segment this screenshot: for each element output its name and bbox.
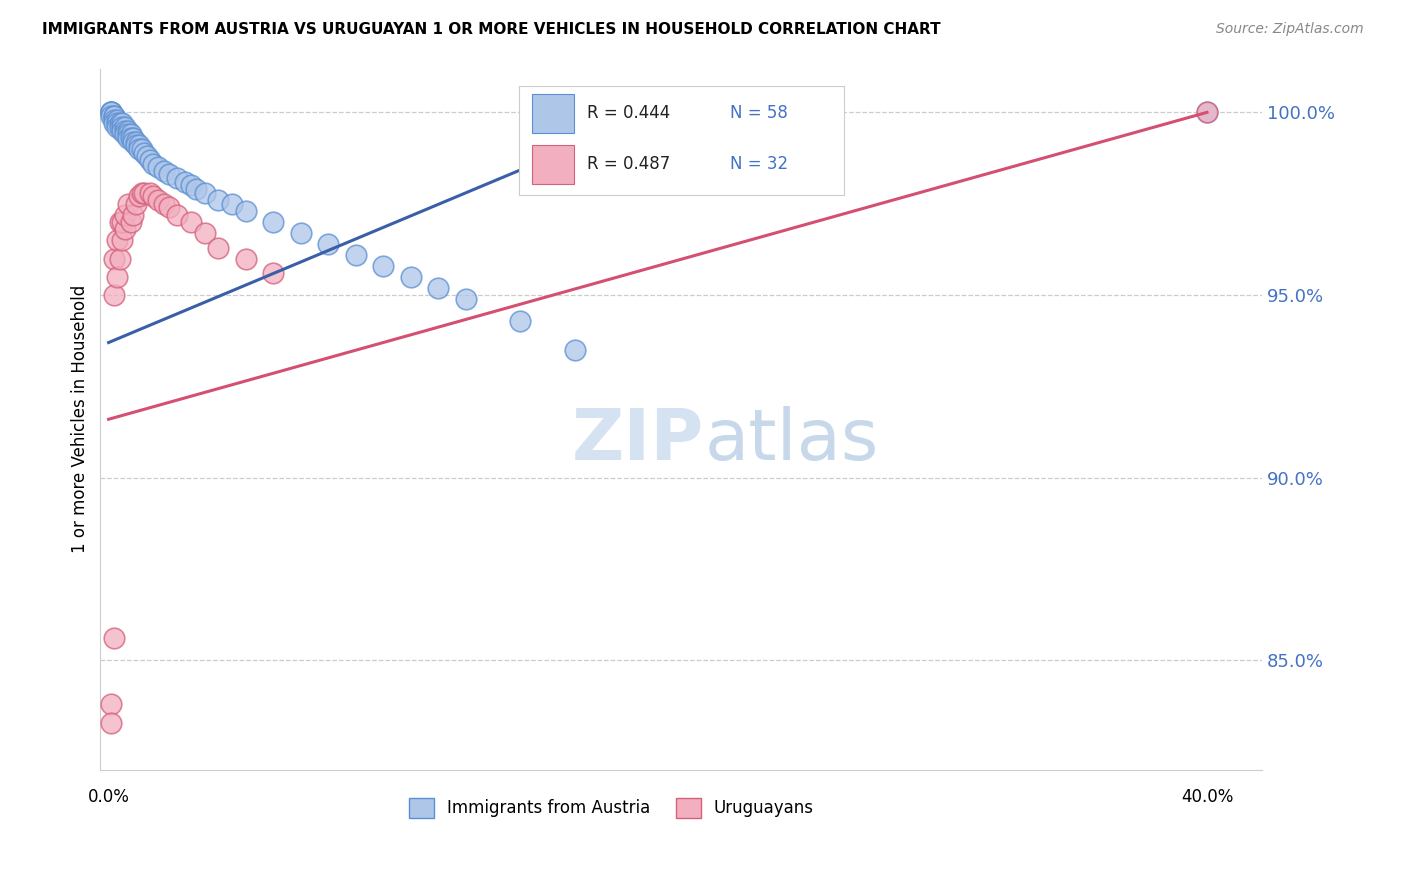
Point [174, 175, 197, 189]
Point [122, 135, 145, 149]
Point [108, 252, 131, 266]
Point [111, 215, 134, 229]
Point [262, 266, 284, 280]
Point [100, 105, 122, 120]
Point [122, 131, 145, 145]
Point [114, 123, 136, 137]
Point [105, 112, 128, 127]
Point [105, 269, 128, 284]
Point [152, 164, 174, 178]
Point [114, 208, 136, 222]
Point [114, 222, 136, 236]
Point [114, 120, 136, 134]
Point [152, 196, 174, 211]
Point [509, 313, 531, 327]
Point [125, 138, 148, 153]
Text: 0.0%: 0.0% [87, 789, 129, 806]
Point [146, 193, 169, 207]
Point [100, 698, 122, 712]
Point [125, 135, 148, 149]
Point [564, 343, 586, 357]
Point [166, 208, 188, 222]
Point [111, 120, 134, 134]
Point [117, 131, 139, 145]
Point [157, 200, 180, 214]
Point [105, 116, 128, 130]
Point [108, 215, 131, 229]
Point [373, 259, 395, 273]
Point [117, 128, 139, 142]
Y-axis label: 1 or more Vehicles in Household: 1 or more Vehicles in Household [72, 285, 89, 553]
Point [221, 196, 243, 211]
Point [105, 120, 128, 134]
Point [141, 189, 163, 203]
Point [122, 208, 145, 222]
Point [128, 138, 150, 153]
Point [100, 109, 122, 123]
Point [103, 109, 125, 123]
Point [207, 193, 229, 207]
Point [427, 281, 450, 295]
Point [344, 248, 367, 262]
Point [131, 142, 153, 156]
Point [157, 168, 180, 182]
Point [111, 116, 134, 130]
Point [134, 145, 156, 160]
Legend: Immigrants from Austria, Uruguayans: Immigrants from Austria, Uruguayans [402, 791, 821, 825]
Point [128, 142, 150, 156]
Point [207, 241, 229, 255]
Point [290, 226, 312, 240]
Point [103, 632, 125, 646]
Point [103, 288, 125, 302]
Point [235, 204, 257, 219]
Point [194, 186, 217, 200]
Point [194, 226, 217, 240]
Point [128, 189, 150, 203]
Point [139, 186, 162, 200]
Point [100, 105, 122, 120]
Point [105, 233, 128, 247]
Point [103, 116, 125, 130]
Point [103, 112, 125, 127]
Point [117, 196, 139, 211]
Point [120, 131, 142, 145]
Point [146, 160, 169, 174]
Point [262, 215, 284, 229]
Point [131, 186, 153, 200]
Point [139, 153, 162, 167]
Text: ZIP: ZIP [572, 406, 704, 475]
Point [180, 215, 202, 229]
Point [114, 128, 136, 142]
Text: Source: ZipAtlas.com: Source: ZipAtlas.com [1216, 22, 1364, 37]
Point [454, 292, 477, 306]
Point [1195, 105, 1218, 120]
Point [125, 196, 148, 211]
Text: 40.0%: 40.0% [1181, 789, 1233, 806]
Point [166, 171, 188, 186]
Point [120, 128, 142, 142]
Point [120, 215, 142, 229]
Point [141, 156, 163, 170]
Point [1195, 105, 1218, 120]
Point [103, 109, 125, 123]
Point [100, 105, 122, 120]
Point [316, 236, 339, 251]
Point [103, 252, 125, 266]
Point [134, 186, 156, 200]
Point [136, 149, 159, 163]
Point [108, 120, 131, 134]
Point [108, 116, 131, 130]
Point [100, 715, 122, 730]
Point [111, 233, 134, 247]
Point [180, 178, 202, 193]
Point [100, 105, 122, 120]
Point [186, 182, 208, 196]
Point [399, 269, 422, 284]
Text: atlas: atlas [704, 406, 879, 475]
Point [117, 123, 139, 137]
Point [235, 252, 257, 266]
Text: IMMIGRANTS FROM AUSTRIA VS URUGUAYAN 1 OR MORE VEHICLES IN HOUSEHOLD CORRELATION: IMMIGRANTS FROM AUSTRIA VS URUGUAYAN 1 O… [42, 22, 941, 37]
Point [111, 123, 134, 137]
